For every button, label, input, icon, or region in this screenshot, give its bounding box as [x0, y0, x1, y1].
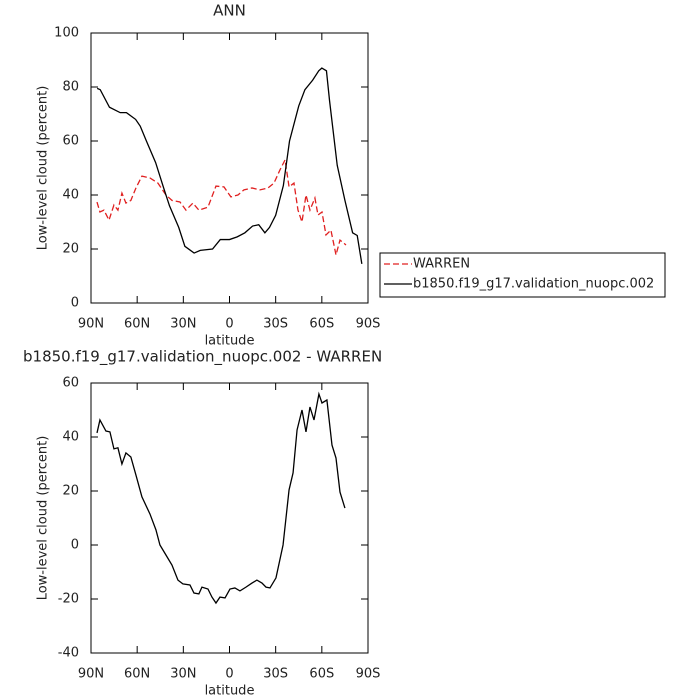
y-tick-label: 60: [62, 134, 79, 149]
legend-label: b1850.f19_g17.validation_nuopc.002: [413, 277, 654, 292]
y-tick-label: -20: [58, 592, 79, 607]
x-tick-label: 60N: [124, 667, 150, 682]
x-tick-label: 60N: [124, 317, 150, 332]
legend-label: WARREN: [413, 257, 470, 272]
legend-box: [379, 252, 666, 298]
x-tick-label: 90N: [78, 667, 104, 682]
y-axis-label: Low-level cloud (percent): [36, 86, 51, 251]
x-tick-label: 0: [225, 667, 233, 682]
chart-title: b1850.f19_g17.validation_nuopc.002 - WAR…: [23, 348, 382, 367]
x-tick-label: 30S: [263, 667, 288, 682]
y-tick-label: 20: [62, 242, 79, 257]
y-tick-label: 80: [62, 80, 79, 95]
plot-frame: [90, 382, 369, 654]
data-line: [96, 67, 363, 264]
y-tick-label: 100: [54, 26, 79, 41]
y-axis-label: Low-level cloud (percent): [36, 436, 51, 601]
x-tick-label: 60S: [309, 667, 334, 682]
y-tick-label: 0: [71, 538, 79, 553]
y-tick-label: 20: [62, 484, 79, 499]
y-tick-label: 60: [62, 376, 79, 391]
x-tick-label: 90N: [78, 317, 104, 332]
x-axis-label: latitude: [205, 334, 255, 349]
data-line: [96, 157, 347, 256]
y-tick-label: -40: [58, 646, 79, 661]
y-tick-label: 0: [71, 296, 79, 311]
x-tick-label: 0: [225, 317, 233, 332]
x-tick-label: 60S: [309, 317, 334, 332]
data-line: [96, 391, 346, 605]
y-tick-label: 40: [62, 188, 79, 203]
x-tick-label: 30N: [170, 667, 196, 682]
x-tick-label: 30S: [263, 317, 288, 332]
x-axis-label: latitude: [205, 684, 255, 699]
chart-title: ANN: [213, 2, 246, 20]
x-tick-label: 90S: [356, 317, 381, 332]
y-tick-label: 40: [62, 430, 79, 445]
x-tick-label: 90S: [356, 667, 381, 682]
x-tick-label: 30N: [170, 317, 196, 332]
